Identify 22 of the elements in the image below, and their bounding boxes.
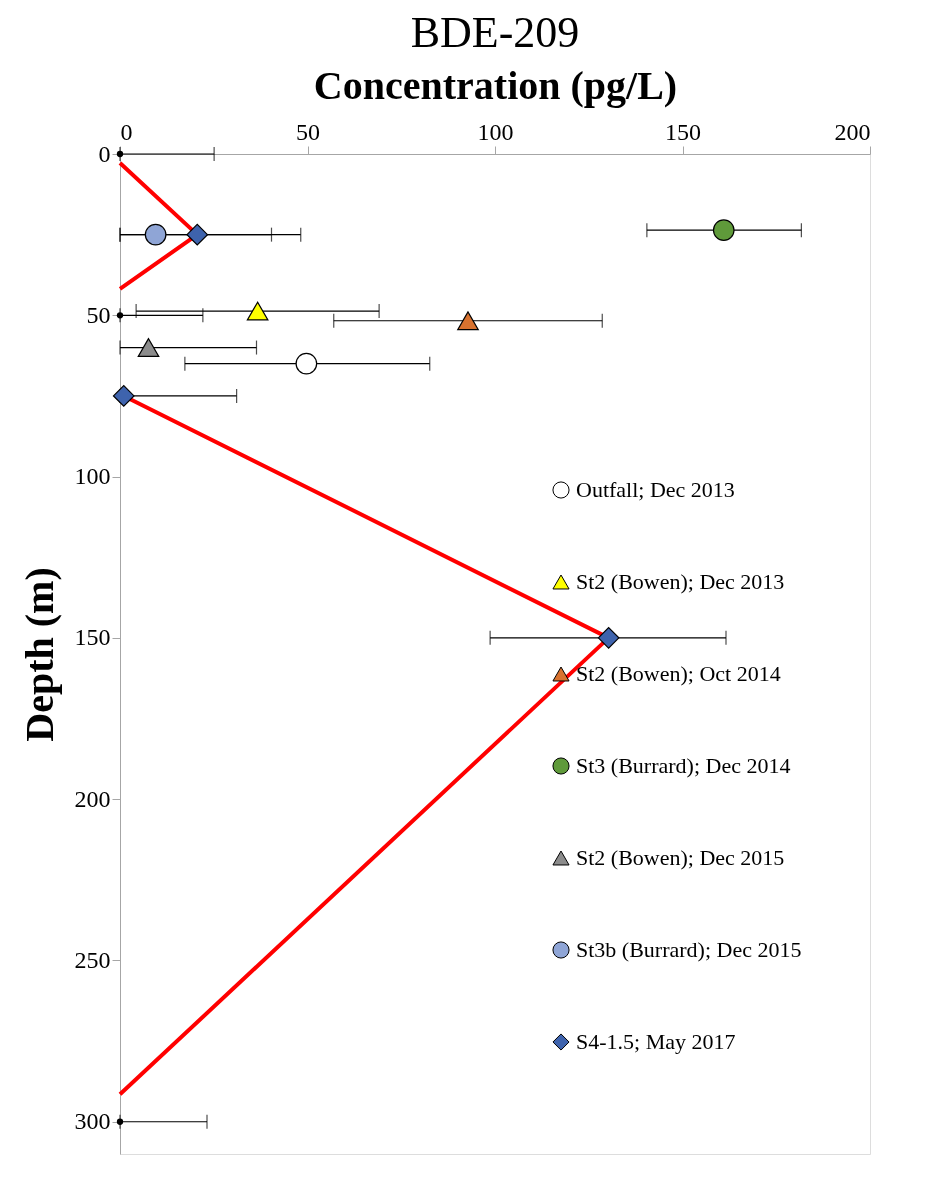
x-tick-label: 50	[296, 118, 320, 145]
y-tick-label: 200	[74, 785, 111, 812]
y-axis-title: Depth (m)	[16, 567, 62, 742]
legend-label: St3b (Burrard); Dec 2015	[576, 937, 802, 962]
legend-label: St2 (Bowen); Dec 2013	[576, 569, 785, 594]
legend-label: St2 (Bowen); Oct 2014	[576, 661, 781, 686]
y-tick-label: 250	[74, 946, 111, 973]
y-tick-label: 100	[74, 463, 111, 490]
y-tick-label: 150	[74, 624, 111, 651]
y-tick-label: 300	[74, 1108, 111, 1135]
chart-title: BDE-209	[410, 8, 580, 57]
x-tick-label: 0	[120, 118, 133, 145]
x-tick-label: 200	[834, 118, 871, 145]
y-tick-label: 0	[98, 140, 111, 167]
y-tick-label: 50	[86, 301, 111, 328]
x-tick-label: 100	[477, 118, 514, 145]
legend-label: St3 (Burrard); Dec 2014	[576, 753, 791, 778]
legend-label: Outfall; Dec 2013	[576, 477, 735, 502]
legend-label: S4-1.5; May 2017	[576, 1029, 736, 1054]
x-axis-title: Concentration (pg/L)	[313, 62, 678, 108]
legend-label: St2 (Bowen); Dec 2015	[576, 845, 785, 870]
x-tick-label: 150	[665, 118, 701, 145]
